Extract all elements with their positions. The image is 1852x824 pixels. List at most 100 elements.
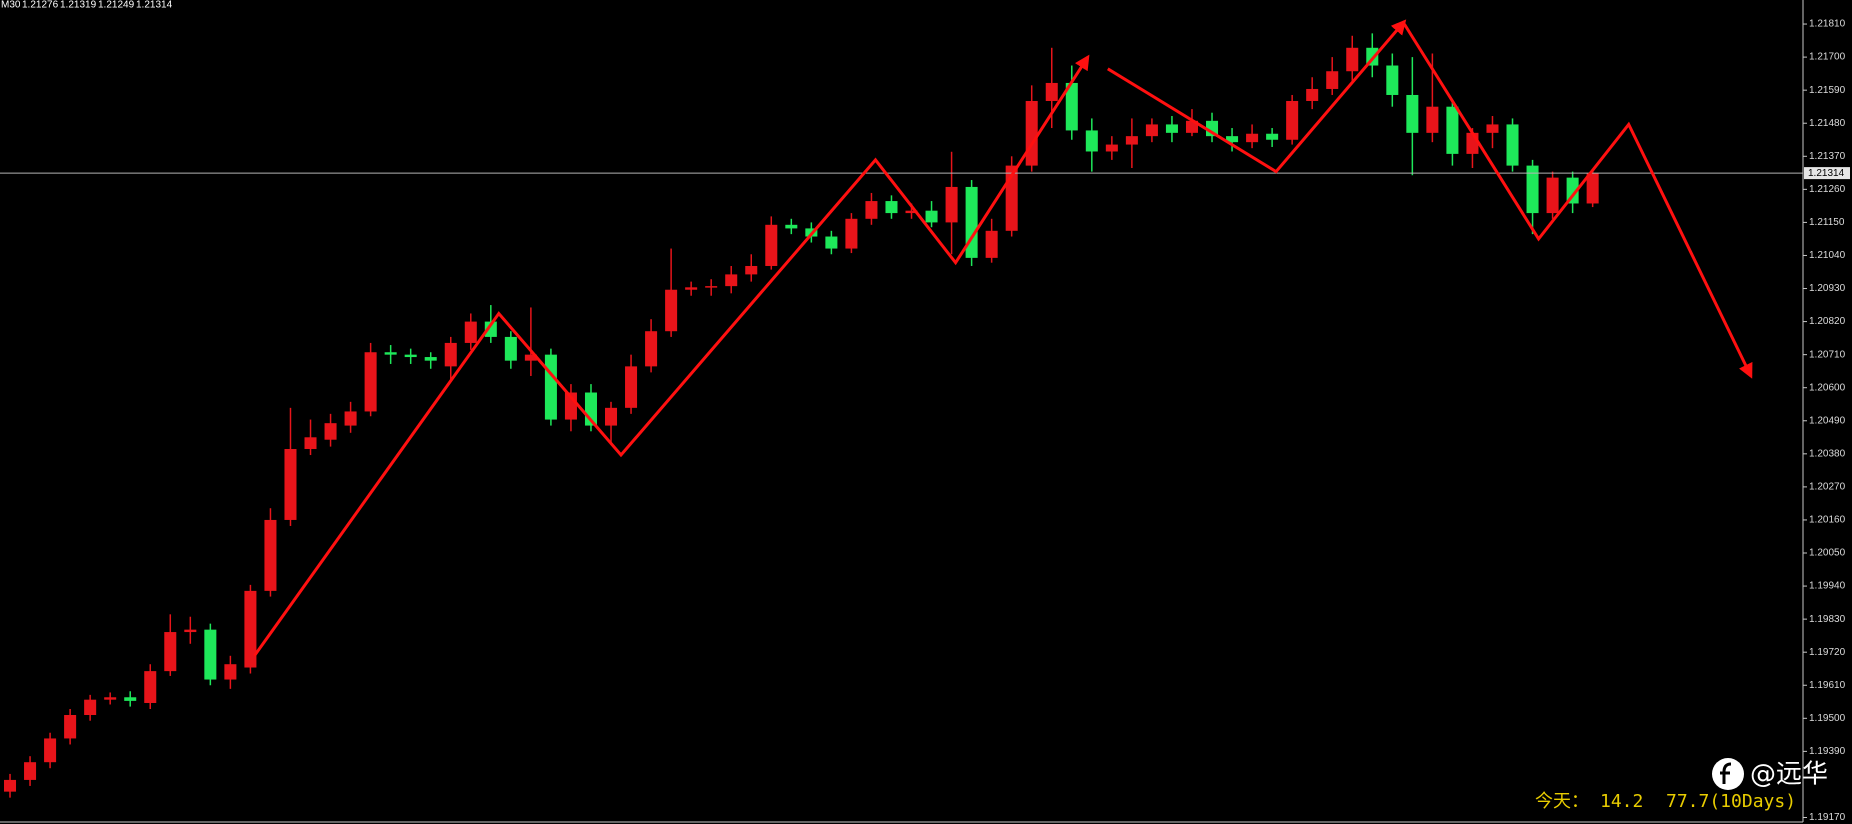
candle-body	[1426, 106, 1439, 133]
candle-body	[104, 697, 117, 700]
candle-body	[464, 321, 477, 343]
candle-body	[765, 224, 778, 266]
y-tick-label: 1.21370	[1809, 151, 1846, 162]
candle-body	[1526, 165, 1539, 214]
candle-body	[725, 274, 738, 287]
y-tick-label: 1.21590	[1809, 85, 1846, 96]
candle-body	[404, 354, 417, 358]
stats-value: 14.2	[1600, 791, 1643, 812]
candle-body	[524, 354, 537, 361]
y-tick-label: 1.19610	[1809, 680, 1846, 691]
candle-body	[1386, 65, 1399, 95]
header-value: 1.21276	[22, 0, 59, 11]
symbol-label: M30	[1, 0, 21, 11]
candle-body	[1486, 124, 1499, 133]
candle-body	[1446, 106, 1459, 154]
candle-body	[64, 715, 77, 739]
candle-body	[865, 201, 878, 219]
candle-body	[1105, 144, 1118, 152]
candle-body	[144, 671, 157, 703]
candle-body	[645, 331, 658, 367]
candle-body	[244, 590, 257, 668]
candle-body	[825, 236, 838, 249]
y-tick-label: 1.20930	[1809, 283, 1846, 294]
candle-body	[164, 632, 177, 672]
y-tick-label: 1.21480	[1809, 118, 1846, 129]
candle-body	[1266, 133, 1279, 140]
candle-body	[184, 629, 197, 633]
candle-body	[965, 186, 978, 258]
logo-glyph	[1720, 762, 1732, 784]
candle-body	[845, 218, 858, 249]
candle-body	[44, 738, 57, 763]
y-tick-label: 1.19170	[1809, 812, 1846, 823]
candle-body	[84, 699, 97, 716]
y-tick-label: 1.19940	[1809, 581, 1846, 592]
candle-body	[424, 357, 437, 361]
header-value: 1.21314	[136, 0, 173, 11]
candle-body	[284, 449, 297, 520]
candle-body	[1546, 177, 1559, 214]
y-tick-label: 1.21700	[1809, 52, 1846, 63]
current-price-label: 1.21314	[1808, 168, 1845, 179]
y-tick-label: 1.21260	[1809, 184, 1846, 195]
candle-body	[1506, 124, 1519, 166]
candle-body	[685, 287, 698, 290]
candle-body	[1065, 82, 1078, 131]
candle-body	[1246, 133, 1259, 143]
candle-body	[364, 352, 377, 412]
y-tick-label: 1.21040	[1809, 250, 1846, 261]
candle-body	[1406, 94, 1419, 133]
logo: @远华	[1712, 758, 1828, 790]
candle-body	[124, 697, 137, 701]
candle-body	[925, 210, 938, 223]
candle-body	[1145, 124, 1158, 137]
candle-body	[324, 423, 337, 440]
candle-body	[264, 519, 277, 591]
candle-body	[384, 352, 397, 355]
trend-arrow	[253, 54, 1090, 657]
y-tick-label: 1.21810	[1809, 19, 1846, 30]
candle-body	[1286, 100, 1299, 140]
candle-body	[1586, 173, 1599, 204]
y-tick-label: 1.19720	[1809, 647, 1846, 658]
candle-body	[1125, 136, 1138, 145]
candle-body	[905, 210, 918, 214]
candle-body	[304, 437, 317, 450]
y-tick-label: 1.20050	[1809, 548, 1846, 559]
y-tick-label: 1.20710	[1809, 349, 1846, 360]
candle-body	[605, 407, 618, 426]
candle-body	[1466, 132, 1479, 154]
stats-label: 今天：	[1535, 791, 1589, 812]
stats-extra: 77.7(10Days)	[1666, 791, 1796, 812]
candle-body	[504, 336, 517, 361]
candle-body	[1346, 47, 1359, 72]
candle-body	[625, 366, 638, 408]
trend-arrow	[1107, 19, 1407, 174]
candle-body	[1025, 100, 1038, 166]
y-tick-label: 1.19830	[1809, 614, 1846, 625]
y-tick-label: 1.20270	[1809, 482, 1846, 493]
candle-body	[24, 762, 37, 780]
y-tick-label: 1.19500	[1809, 713, 1846, 724]
candle-body	[665, 289, 678, 332]
header-value: 1.21319	[60, 0, 97, 11]
y-tick-label: 1.20380	[1809, 448, 1846, 459]
trend-arrow	[1403, 23, 1753, 379]
candle-body	[1085, 130, 1098, 152]
candles	[4, 33, 1599, 798]
candle-body	[1566, 177, 1579, 204]
candle-body	[344, 411, 357, 426]
candle-body	[444, 342, 457, 367]
candle-body	[705, 286, 718, 288]
candle-body	[785, 224, 798, 229]
candle-body	[484, 321, 497, 337]
current-price-box	[1804, 167, 1850, 180]
y-tick-label: 1.20160	[1809, 515, 1846, 526]
candle-body	[204, 629, 217, 680]
candle-body	[544, 354, 557, 420]
candle-body	[1306, 88, 1319, 101]
